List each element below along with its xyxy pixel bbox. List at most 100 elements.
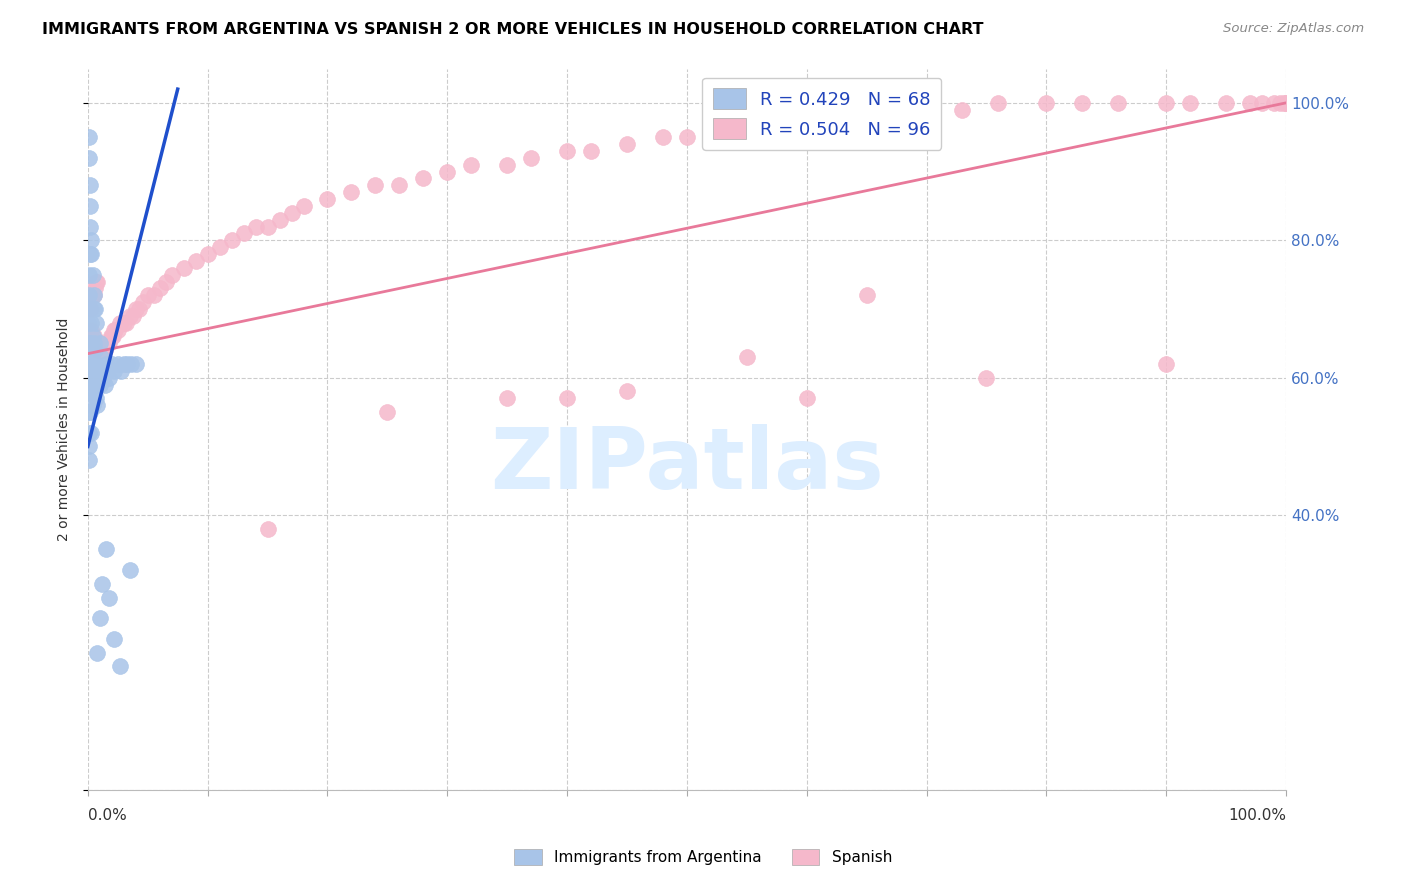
Point: [377, 405, 399, 419]
Point: [108, 659, 131, 673]
Point: [84, 392, 107, 406]
Point: [1178, 95, 1201, 110]
Text: ZIPatlas: ZIPatlas: [491, 424, 884, 507]
Point: [77, 268, 100, 282]
Point: [98, 370, 121, 384]
Point: [77, 384, 100, 399]
Point: [112, 316, 135, 330]
Point: [256, 219, 278, 234]
Point: [1275, 95, 1298, 110]
Point: [1154, 357, 1177, 371]
Point: [93, 377, 115, 392]
Point: [77, 425, 100, 440]
Point: [103, 364, 125, 378]
Point: [118, 309, 141, 323]
Point: [83, 370, 105, 384]
Point: [891, 110, 914, 124]
Point: [155, 275, 177, 289]
Point: [117, 357, 139, 371]
Point: [844, 110, 866, 124]
Point: [84, 281, 107, 295]
Point: [98, 591, 121, 605]
Point: [1215, 95, 1237, 110]
Point: [89, 336, 111, 351]
Point: [77, 130, 100, 145]
Point: [86, 646, 108, 660]
Point: [855, 288, 877, 302]
Point: [142, 288, 165, 302]
Point: [1272, 95, 1295, 110]
Point: [77, 288, 100, 302]
Point: [89, 336, 111, 351]
Point: [82, 268, 104, 282]
Point: [1251, 95, 1274, 110]
Point: [79, 405, 101, 419]
Point: [91, 343, 114, 358]
Legend: Immigrants from Argentina, Spanish: Immigrants from Argentina, Spanish: [508, 843, 898, 871]
Point: [103, 323, 125, 337]
Point: [555, 392, 578, 406]
Point: [101, 329, 124, 343]
Point: [89, 611, 111, 625]
Point: [915, 103, 938, 117]
Point: [94, 542, 117, 557]
Point: [412, 171, 434, 186]
Point: [77, 405, 100, 419]
Point: [173, 260, 195, 275]
Point: [711, 123, 734, 137]
Point: [97, 336, 120, 351]
Point: [79, 336, 101, 351]
Point: [80, 316, 103, 330]
Point: [80, 425, 103, 440]
Point: [388, 178, 411, 193]
Point: [269, 212, 291, 227]
Point: [1275, 95, 1298, 110]
Point: [128, 301, 150, 316]
Point: [89, 377, 111, 392]
Point: [652, 130, 675, 145]
Point: [77, 439, 100, 453]
Text: 100.0%: 100.0%: [1227, 808, 1286, 823]
Point: [79, 370, 101, 384]
Point: [1107, 95, 1129, 110]
Point: [80, 301, 103, 316]
Point: [579, 144, 602, 158]
Point: [108, 316, 131, 330]
Point: [616, 137, 638, 152]
Point: [364, 178, 387, 193]
Point: [796, 116, 818, 130]
Point: [132, 295, 155, 310]
Point: [292, 199, 315, 213]
Point: [100, 329, 122, 343]
Point: [96, 336, 118, 351]
Point: [79, 301, 101, 316]
Point: [90, 343, 112, 358]
Point: [84, 316, 107, 330]
Point: [86, 275, 108, 289]
Point: [101, 329, 124, 343]
Point: [112, 357, 135, 371]
Point: [107, 357, 129, 371]
Point: [149, 281, 172, 295]
Point: [120, 357, 142, 371]
Point: [91, 364, 114, 378]
Point: [735, 350, 758, 364]
Point: [77, 453, 100, 467]
Legend: R = 0.429   N = 68, R = 0.504   N = 96: R = 0.429 N = 68, R = 0.504 N = 96: [703, 78, 942, 150]
Point: [84, 377, 107, 392]
Text: 0.0%: 0.0%: [87, 808, 127, 823]
Point: [79, 199, 101, 213]
Text: Source: ZipAtlas.com: Source: ZipAtlas.com: [1223, 22, 1364, 36]
Point: [93, 343, 115, 358]
Text: IMMIGRANTS FROM ARGENTINA VS SPANISH 2 OR MORE VEHICLES IN HOUSEHOLD CORRELATION: IMMIGRANTS FROM ARGENTINA VS SPANISH 2 O…: [42, 22, 984, 37]
Point: [84, 336, 107, 351]
Point: [86, 364, 108, 378]
Point: [80, 384, 103, 399]
Point: [208, 240, 231, 254]
Point: [86, 398, 108, 412]
Point: [93, 370, 115, 384]
Point: [232, 227, 254, 241]
Point: [110, 364, 132, 378]
Point: [340, 185, 363, 199]
Point: [184, 253, 207, 268]
